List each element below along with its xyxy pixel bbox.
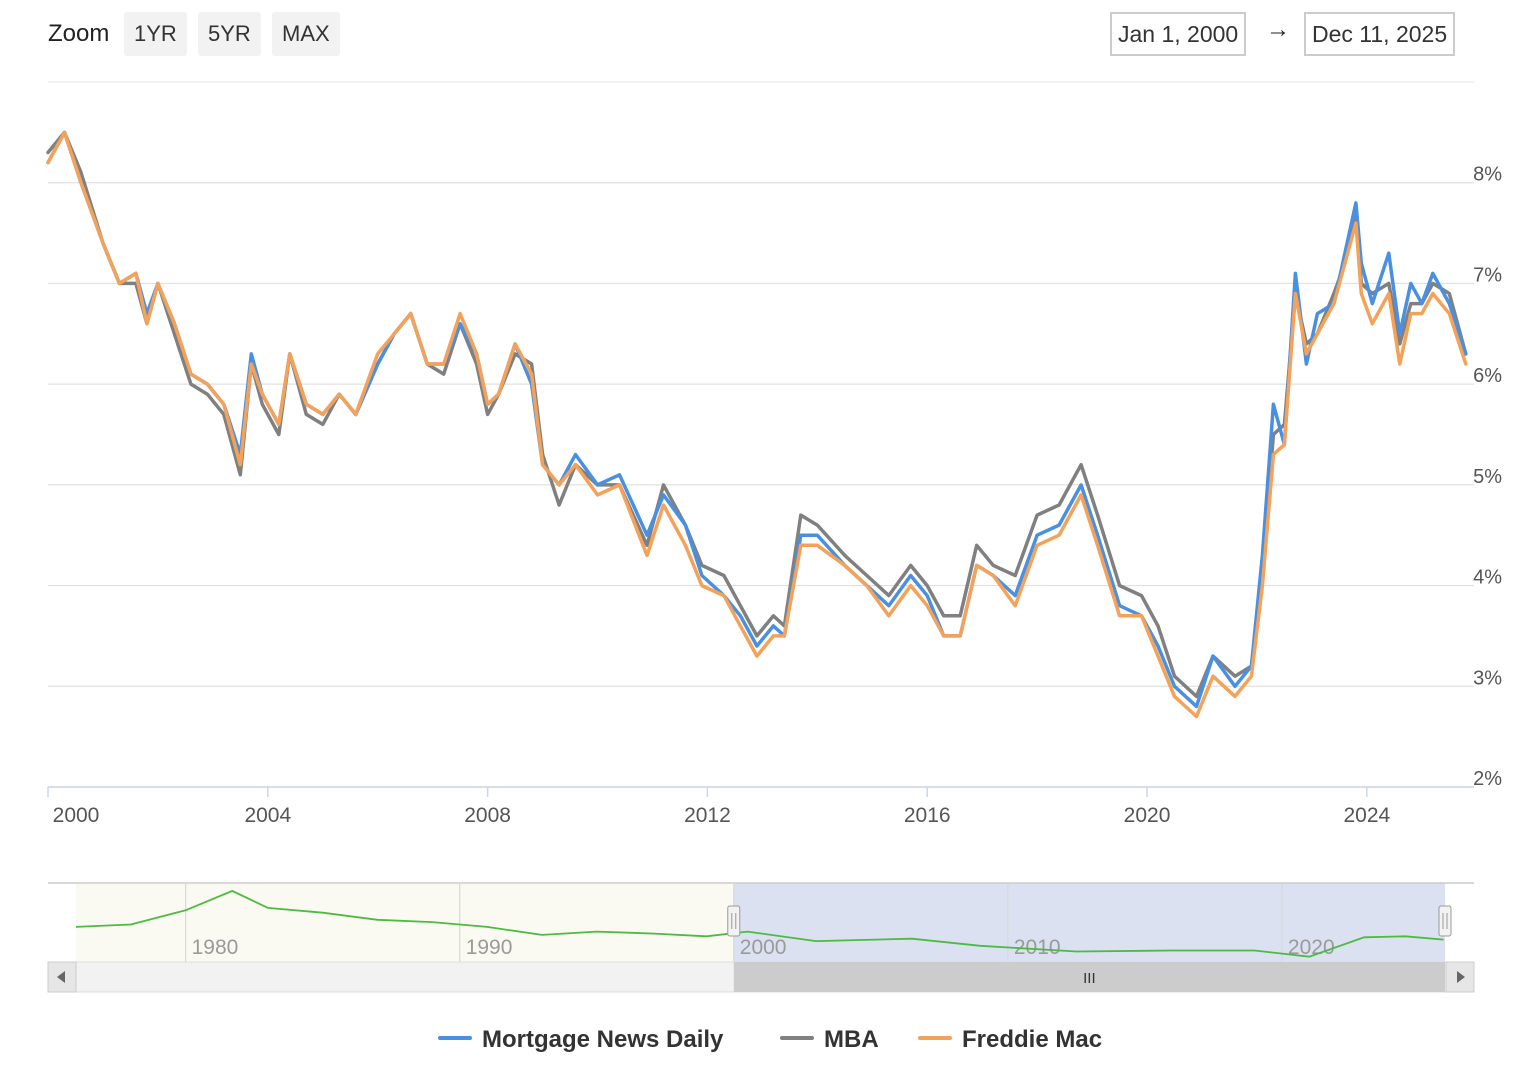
- legend-swatch: [918, 1036, 952, 1040]
- legend-label: Mortgage News Daily: [482, 1026, 724, 1053]
- legend-swatch: [780, 1036, 814, 1040]
- zoom-max-button[interactable]: MAX: [272, 12, 340, 56]
- series-lines: [46, 130, 1468, 719]
- navigator-handle[interactable]: [1438, 905, 1452, 937]
- date-range-arrow: →: [1266, 16, 1290, 43]
- y-tick-label: 4%: [1473, 567, 1502, 589]
- legend: Mortgage News Daily MBA Freddie Mac: [0, 1016, 1532, 1060]
- zoom-1yr-button[interactable]: 1YR: [124, 12, 187, 56]
- y-tick-label: 3%: [1473, 667, 1502, 689]
- y-tick-label: 5%: [1473, 466, 1502, 488]
- x-tick-label: 2004: [244, 804, 291, 827]
- navigator-series-line: [75, 889, 1444, 958]
- y-tick-label: 6%: [1473, 365, 1502, 387]
- y-tick-label: 8%: [1473, 164, 1502, 186]
- date-to-input[interactable]: Dec 11, 2025: [1304, 12, 1456, 56]
- scrollbar-thumb[interactable]: [733, 962, 1445, 992]
- legend-label: MBA: [824, 1026, 879, 1053]
- scroll-left-arrow-icon: [57, 971, 65, 983]
- navigator-year-label: 1980: [192, 936, 239, 959]
- toolbar: Zoom 1YR 5YR MAX Jan 1, 2000 → Dec 11, 2…: [0, 0, 1532, 70]
- scrollbar-grip: III: [1083, 970, 1096, 987]
- navigator-outside-area: [76, 883, 734, 962]
- grid-lines: [48, 81, 1474, 788]
- navigator-year-label: 2020: [1288, 936, 1335, 959]
- x-tick-label: 2024: [1343, 804, 1390, 827]
- zoom-5yr-button[interactable]: 5YR: [198, 12, 261, 56]
- y-axis-ticks: 2% 3% 4% 5% 6% 7% 8%: [1473, 164, 1502, 790]
- navigator-year-label: 1990: [466, 936, 513, 959]
- y-tick-label: 7%: [1473, 264, 1502, 286]
- date-from-input[interactable]: Jan 1, 2000: [1110, 12, 1247, 56]
- x-tick-label: 2008: [464, 804, 511, 827]
- x-tick-label: 2012: [684, 804, 731, 827]
- navigator-selected-area: [733, 883, 1445, 962]
- x-axis-ticks: 2000 2004 2008 2012 2016 2020 2024: [47, 786, 1474, 827]
- legend-label: Freddie Mac: [962, 1026, 1103, 1053]
- series-line-mortgage-news-daily: [46, 130, 1468, 709]
- series-line-mba: [46, 130, 1468, 699]
- legend-swatch: [438, 1036, 472, 1040]
- zoom-label: Zoom: [48, 20, 110, 47]
- line-chart: 2%3%4%5%6%7%8% 2000 2004 2008 2012 2016 2020 2…: [46, 81, 1502, 993]
- x-tick-label: 2000: [53, 804, 100, 827]
- navigator[interactable]: 1980 1990 2000 2010 2020 III: [47, 882, 1475, 993]
- scroll-right-arrow-icon: [1457, 971, 1465, 983]
- navigator-year-label: 2010: [1014, 936, 1061, 959]
- navigator-handle[interactable]: [727, 905, 741, 937]
- series-line-freddie-mac: [46, 130, 1468, 719]
- y-tick-label: 2%: [1473, 768, 1502, 790]
- navigator-year-label: 2000: [740, 936, 787, 959]
- x-tick-label: 2020: [1124, 804, 1171, 827]
- x-tick-label: 2016: [904, 804, 951, 827]
